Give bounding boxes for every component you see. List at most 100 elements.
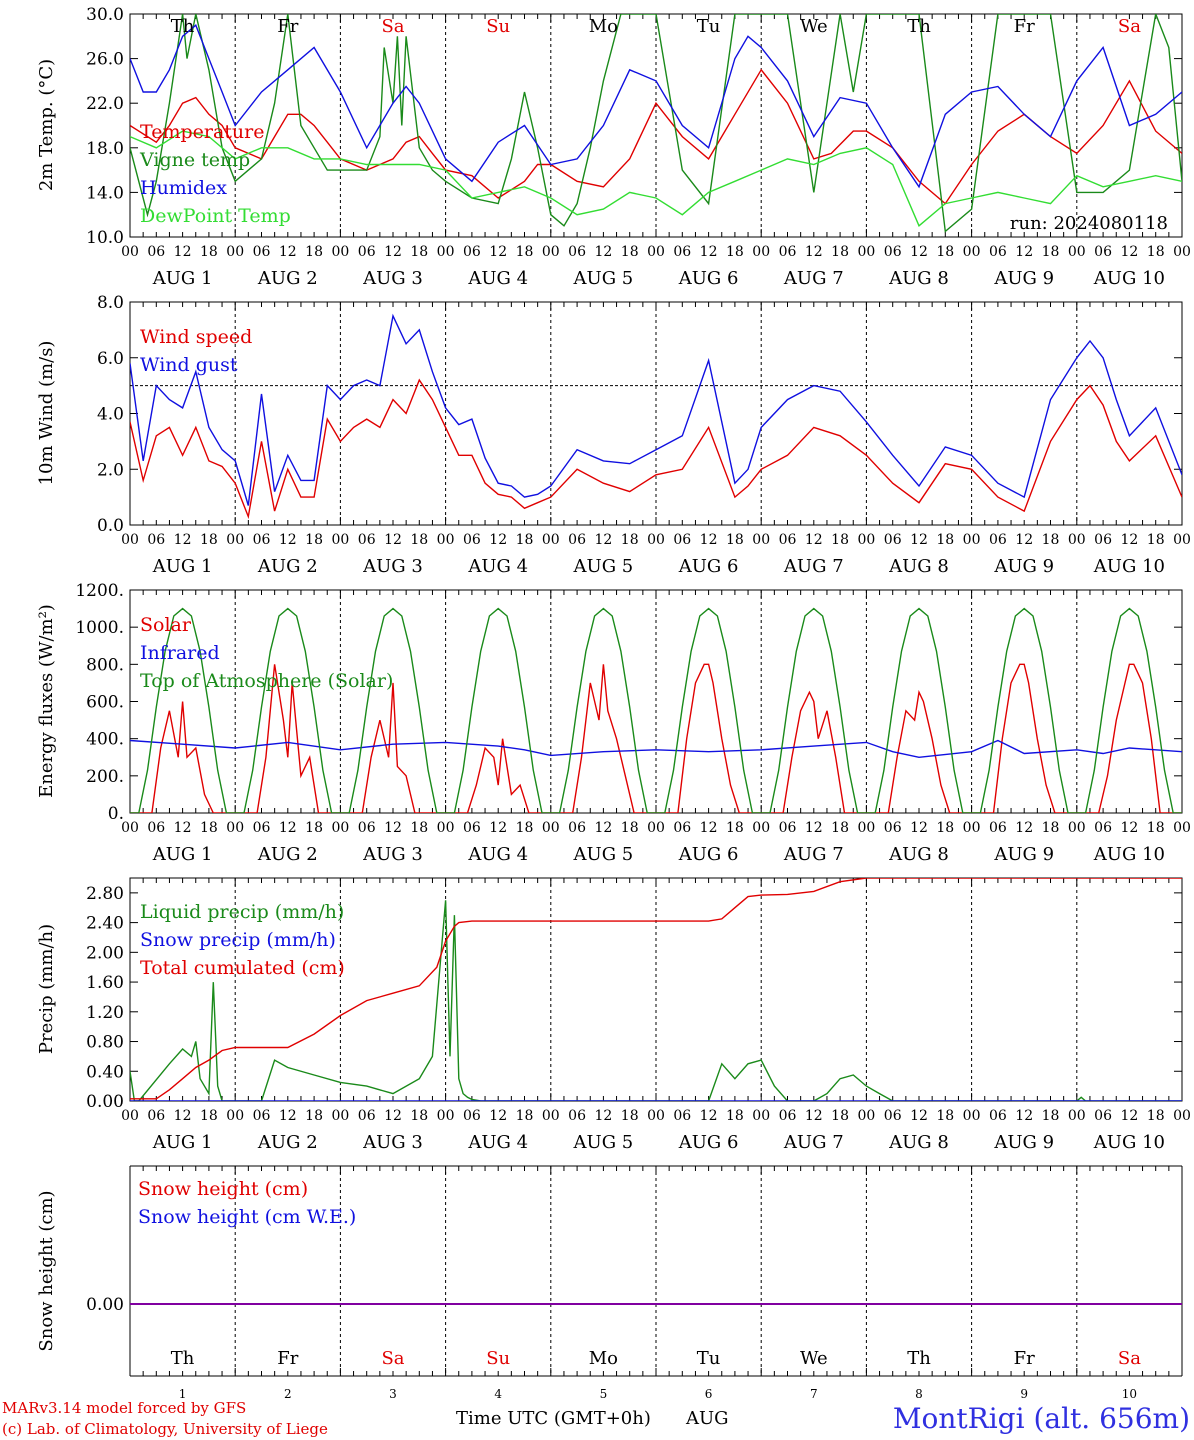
hour-tick-label: 06	[884, 1108, 902, 1124]
hour-tick-label: 06	[779, 1108, 797, 1124]
day-label: AUG 9	[993, 844, 1054, 865]
weekday-label: Fr	[1014, 1348, 1035, 1369]
y-tick-label: 2.40	[86, 914, 124, 934]
hour-tick-label: 18	[726, 1108, 744, 1124]
hour-tick-label: 12	[700, 244, 718, 260]
day-label: AUG 4	[467, 268, 528, 289]
hour-tick-label: 12	[279, 244, 297, 260]
hour-tick-label: 06	[463, 532, 481, 548]
day-label: AUG 4	[467, 556, 528, 577]
hour-tick-label: 00	[1173, 820, 1191, 836]
day-label: AUG 4	[467, 1132, 528, 1153]
day-label: AUG 7	[783, 556, 844, 577]
legend-entry: Humidex	[140, 177, 227, 199]
hour-tick-label: 06	[1094, 1108, 1112, 1124]
y-tick-label: 800.	[86, 655, 124, 675]
hour-tick-label: 06	[779, 532, 797, 548]
y-tick-label: 0.00	[86, 1295, 124, 1315]
hour-tick-label: 18	[200, 532, 218, 548]
day-number-label: 5	[600, 1387, 608, 1401]
hour-tick-label: 18	[410, 1108, 428, 1124]
y-axis-label: 10m Wind (m/s)	[36, 341, 57, 486]
legend-entry: Temperature	[140, 121, 264, 143]
hour-tick-label: 00	[647, 532, 665, 548]
hour-tick-label: 12	[805, 244, 823, 260]
weekday-label: Su	[486, 1348, 510, 1369]
hour-tick-label: 00	[542, 1108, 560, 1124]
hour-tick-label: 06	[463, 244, 481, 260]
hour-tick-label: 06	[884, 820, 902, 836]
day-label: AUG 4	[467, 844, 528, 865]
series-humidex	[130, 24, 1182, 189]
hour-tick-label: 12	[1015, 532, 1033, 548]
hour-tick-label: 06	[673, 532, 691, 548]
day-label: AUG 7	[783, 268, 844, 289]
hour-tick-label: 12	[1120, 532, 1138, 548]
hour-tick-label: 18	[1042, 820, 1060, 836]
weekday-label: Sa	[1118, 16, 1141, 37]
y-tick-label: 0.0	[97, 516, 124, 536]
day-label: AUG 2	[257, 1132, 318, 1153]
hour-tick-label: 06	[147, 532, 165, 548]
hour-tick-label: 00	[752, 532, 770, 548]
hour-tick-label: 12	[910, 244, 928, 260]
hour-tick-label: 06	[147, 244, 165, 260]
legend-entry: Solar	[140, 614, 192, 636]
y-tick-label: 600.	[86, 693, 124, 713]
hour-tick-label: 00	[226, 244, 244, 260]
day-label: AUG 10	[1093, 1132, 1165, 1153]
legend-entry: Snow height (cm)	[138, 1178, 308, 1200]
panel-4: 0.00 0.40 0.80 1.20 1.60 2.00 2.40 2.80 Precip (…	[36, 877, 1191, 1153]
hour-tick-label: 12	[1015, 820, 1033, 836]
day-number-label: 6	[705, 1387, 713, 1401]
hour-tick-label: 18	[1042, 1108, 1060, 1124]
hour-tick-label: 18	[410, 820, 428, 836]
weekday-label: Fr	[277, 16, 298, 37]
hour-tick-label: 12	[700, 532, 718, 548]
day-label: AUG 6	[678, 268, 739, 289]
y-tick-label: 2.80	[86, 884, 124, 904]
hour-tick-label: 12	[594, 1108, 612, 1124]
y-axis-label: 2m Temp. (°C)	[36, 59, 57, 191]
hour-tick-label: 12	[594, 532, 612, 548]
hour-tick-label: 18	[726, 820, 744, 836]
day-label: AUG 3	[362, 844, 423, 865]
y-tick-label: 4.0	[97, 405, 124, 425]
hour-tick-label: 12	[384, 820, 402, 836]
hour-tick-label: 06	[358, 1108, 376, 1124]
hour-tick-label: 00	[542, 820, 560, 836]
y-axis-label: Snow height (cm)	[36, 1190, 57, 1351]
day-label: AUG 7	[783, 1132, 844, 1153]
hour-tick-label: 12	[174, 532, 192, 548]
day-label: AUG 3	[362, 556, 423, 577]
y-tick-label: 30.0	[86, 5, 124, 25]
weekday-label: Su	[486, 16, 510, 37]
hour-tick-label: 00	[1173, 244, 1191, 260]
hour-tick-label: 00	[752, 1108, 770, 1124]
hour-tick-label: 06	[253, 532, 271, 548]
day-number-label: 1	[179, 1387, 187, 1401]
weekday-label: Th	[171, 1348, 195, 1369]
legend-entry: DewPoint Temp	[140, 205, 291, 227]
time-axis-month: AUG	[685, 1408, 729, 1429]
y-tick-label: 8.0	[97, 293, 124, 313]
weekday-label: Sa	[381, 1348, 404, 1369]
hour-tick-label: 00	[752, 244, 770, 260]
y-tick-label: 26.0	[86, 50, 124, 70]
series-wind-gust	[130, 313, 1182, 506]
hour-tick-label: 00	[121, 532, 139, 548]
day-label: AUG 2	[257, 556, 318, 577]
hour-tick-label: 06	[147, 820, 165, 836]
weekday-label: Th	[907, 1348, 931, 1369]
hour-tick-label: 00	[121, 820, 139, 836]
hour-tick-label: 00	[1173, 1108, 1191, 1124]
hour-tick-label: 12	[489, 820, 507, 836]
hour-tick-label: 00	[121, 244, 139, 260]
day-label: AUG 9	[993, 1132, 1054, 1153]
hour-tick-label: 18	[200, 1108, 218, 1124]
weekday-label: Fr	[277, 1348, 298, 1369]
legend-entry: Vigne temp	[139, 149, 250, 171]
weekday-label: Tu	[697, 16, 721, 37]
hour-tick-label: 00	[963, 820, 981, 836]
y-tick-label: 0.	[108, 804, 124, 824]
